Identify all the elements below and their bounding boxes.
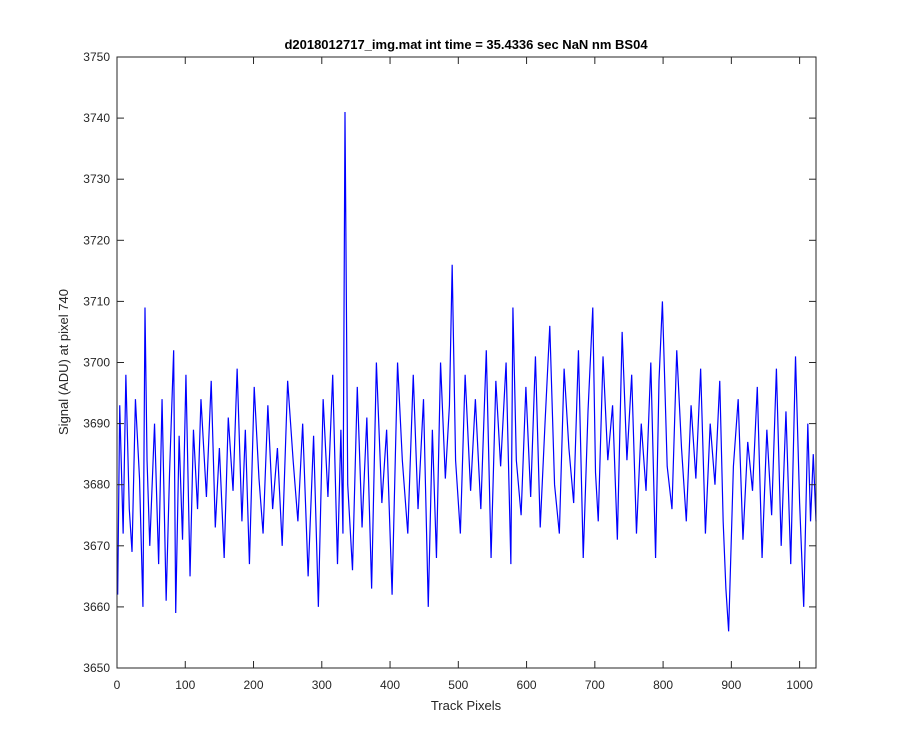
series-layer [117, 111, 817, 632]
x-tick-label: 0 [114, 678, 121, 692]
y-tick-label: 3670 [83, 539, 110, 553]
axes-layer: 0 100 200 300 400 500 600 700 800 900 1000 3650 3660… [83, 50, 817, 692]
y-tick-label: 3680 [83, 478, 110, 492]
y-tick-label: 3750 [83, 50, 110, 64]
x-tick-label: 900 [721, 678, 741, 692]
x-tick-label: 600 [517, 678, 537, 692]
y-tick-label: 3650 [83, 661, 110, 675]
y-tick-label: 3660 [83, 600, 110, 614]
y-tick-label: 3720 [83, 233, 110, 247]
x-tick-label: 1000 [786, 678, 813, 692]
y-tick-label: 3730 [83, 172, 110, 186]
series-line-0 [117, 111, 817, 632]
y-tick-label: 3700 [83, 356, 110, 370]
y-tick-label: 3740 [83, 111, 110, 125]
x-tick-label: 400 [380, 678, 400, 692]
y-axis-label: Signal (ADU) at pixel 740 [56, 289, 71, 435]
y-tick-label: 3690 [83, 417, 110, 431]
x-tick-label: 700 [585, 678, 605, 692]
x-tick-label: 100 [175, 678, 195, 692]
x-tick-label: 800 [653, 678, 673, 692]
x-tick-label: 200 [244, 678, 264, 692]
x-axis-label: Track Pixels [431, 698, 502, 713]
y-tick-label: 3710 [83, 294, 110, 308]
x-tick-label: 500 [448, 678, 468, 692]
x-tick-label: 300 [312, 678, 332, 692]
chart-title: d2018012717_img.mat int time = 35.4336 s… [284, 37, 648, 52]
plot-background [117, 57, 816, 668]
